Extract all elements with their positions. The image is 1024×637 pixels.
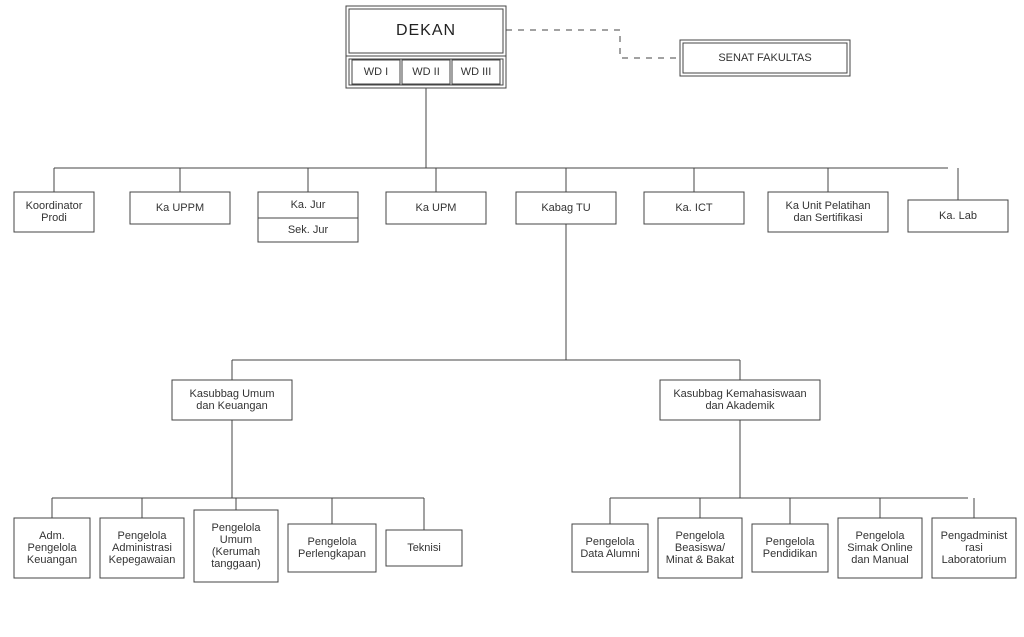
label: rasi — [965, 542, 983, 554]
node-ka-uppm: Ka UPPM — [130, 192, 230, 224]
label: dan Sertifikasi — [793, 212, 862, 224]
label: Umum — [220, 534, 252, 546]
label: Ka. Jur — [291, 199, 326, 211]
node-wd-1: WD I — [352, 60, 400, 84]
label: DEKAN — [396, 22, 456, 39]
label: Kabag TU — [541, 202, 590, 214]
label: WD III — [461, 66, 492, 78]
label: Ka UPPM — [156, 202, 204, 214]
label: Pengelola — [766, 536, 816, 548]
label: dan Keuangan — [196, 400, 268, 412]
label: Teknisi — [407, 542, 441, 554]
label: Adm. — [39, 530, 65, 542]
node-wd-2: WD II — [402, 60, 450, 84]
node-kasubbag-umum: Kasubbag Umumdan Keuangan — [172, 380, 292, 420]
org-chart: DEKAN WD I WD II WD III SENAT FAKULTAS Koordi… — [0, 0, 1024, 637]
label: Minat & Bakat — [666, 554, 734, 566]
node-pengelola-adm-kepeg: PengelolaAdministrasiKepegawaian — [100, 518, 184, 578]
node-ka-upm: Ka UPM — [386, 192, 486, 224]
node-pengelola-pendidikan: PengelolaPendidikan — [752, 524, 828, 572]
node-senat-fakultas: SENAT FAKULTAS — [680, 40, 850, 76]
node-pengelola-umum: PengelolaUmum(Kerumahtanggaan) — [194, 510, 278, 582]
label: Kepegawaian — [109, 554, 176, 566]
node-kabag-tu: Kabag TU — [516, 192, 616, 224]
label: Ka UPM — [416, 202, 457, 214]
label: Pengelola — [118, 530, 168, 542]
label: Pengelola — [308, 536, 358, 548]
label: Koordinator — [26, 200, 83, 212]
label: SENAT FAKULTAS — [718, 52, 811, 64]
node-sek-jur: Sek. Jur — [258, 218, 358, 242]
label: Ka. Lab — [939, 210, 977, 222]
node-pengelola-beasiswa: PengelolaBeasiswa/Minat & Bakat — [658, 518, 742, 578]
label: (Kerumah — [212, 546, 260, 558]
node-pengadministrasi-lab: PengadministrasiLaboratorium — [932, 518, 1016, 578]
label: dan Akademik — [705, 400, 775, 412]
node-adm-pengelola-keuangan: Adm.PengelolaKeuangan — [14, 518, 90, 578]
node-ka-unit-pelatihan: Ka Unit Pelatihandan Sertifikasi — [768, 192, 888, 232]
label: Pengelola — [212, 522, 262, 534]
label: WD I — [364, 66, 388, 78]
label: dan Manual — [851, 554, 909, 566]
label: Pengelola — [856, 530, 906, 542]
node-ka-lab: Ka. Lab — [908, 200, 1008, 232]
label: Perlengkapan — [298, 548, 366, 560]
label: Data Alumni — [580, 548, 639, 560]
node-pengelola-simak: PengelolaSimak Onlinedan Manual — [838, 518, 922, 578]
node-ka-ict: Ka. ICT — [644, 192, 744, 224]
label: Prodi — [41, 212, 67, 224]
label: Ka Unit Pelatihan — [786, 200, 871, 212]
label: Keuangan — [27, 554, 77, 566]
label: Beasiswa/ — [675, 542, 726, 554]
label: Laboratorium — [942, 554, 1007, 566]
label: Simak Online — [847, 542, 912, 554]
node-teknisi: Teknisi — [386, 530, 462, 566]
label: WD II — [412, 66, 440, 78]
node-dekan: DEKAN — [346, 6, 506, 56]
node-pengelola-perlengkapan: PengelolaPerlengkapan — [288, 524, 376, 572]
node-pengelola-data-alumni: PengelolaData Alumni — [572, 524, 648, 572]
label: Pengelola — [676, 530, 726, 542]
label: Pengelola — [586, 536, 636, 548]
label: Ka. ICT — [675, 202, 713, 214]
label: Kasubbag Kemahasiswaan — [673, 388, 806, 400]
node-kasubbag-kemah: Kasubbag Kemahasiswaandan Akademik — [660, 380, 820, 420]
label: Pendidikan — [763, 548, 817, 560]
label: Pengadminist — [941, 530, 1008, 542]
dashed-connector — [506, 30, 680, 58]
label: Kasubbag Umum — [190, 388, 275, 400]
node-wd-3: WD III — [452, 60, 500, 84]
node-ka-jur: Ka. Jur — [258, 192, 358, 218]
label: Pengelola — [28, 542, 78, 554]
label: Administrasi — [112, 542, 172, 554]
label: tanggaan) — [211, 558, 261, 570]
node-koordinator-prodi: KoordinatorProdi — [14, 192, 94, 232]
label: Sek. Jur — [288, 224, 329, 236]
